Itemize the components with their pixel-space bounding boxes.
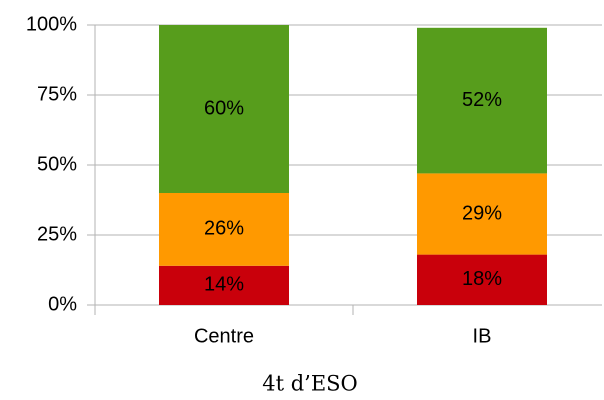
data-label: 18% [462, 268, 502, 290]
bar-segment [159, 25, 289, 193]
data-label: 26% [204, 218, 244, 240]
bar-segment [159, 265, 289, 305]
data-label: 60% [204, 97, 244, 119]
bar-segment [417, 254, 547, 305]
bar-segment [417, 27, 547, 174]
data-label: 14% [204, 274, 244, 296]
bar-segment [417, 173, 547, 255]
x-tick-label: IB [473, 325, 492, 347]
data-label: 29% [462, 202, 502, 224]
data-label: 52% [462, 89, 502, 111]
bar-segment [159, 193, 289, 266]
y-tick-label: 75% [37, 83, 77, 105]
y-tick-label: 0% [48, 293, 77, 315]
x-tick-label: Centre [194, 325, 254, 347]
x-axis-title: 4t d’ESO [262, 372, 358, 396]
y-tick-label: 25% [37, 223, 77, 245]
y-tick-label: 50% [37, 153, 77, 175]
y-tick-label: 100% [26, 13, 77, 35]
